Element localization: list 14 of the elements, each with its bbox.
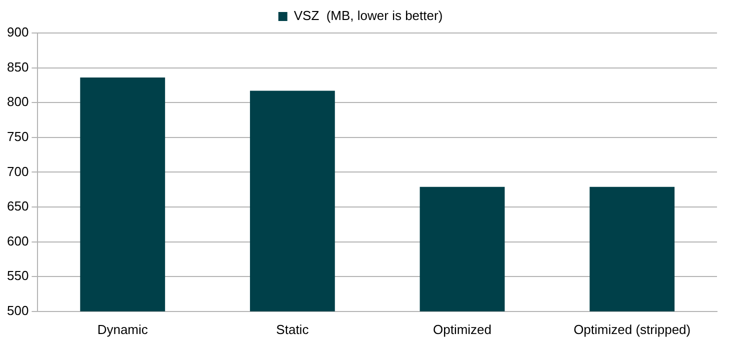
y-tick-label: 700 xyxy=(6,164,29,179)
legend-label: VSZ (MB, lower is better) xyxy=(294,8,443,24)
y-tick-label: 900 xyxy=(6,24,29,40)
y-tick-label: 650 xyxy=(6,198,29,214)
y-tick-label: 800 xyxy=(6,94,29,110)
y-tick-label: 850 xyxy=(6,59,29,74)
x-tick-label: Static xyxy=(276,322,310,337)
y-tick-label: 600 xyxy=(6,233,29,248)
y-tick-label: 500 xyxy=(6,302,29,318)
y-tick-label: 750 xyxy=(6,128,29,144)
x-tick-label: Dynamic xyxy=(97,322,148,337)
y-tick-label: 550 xyxy=(6,268,29,284)
x-tick-label: Optimized xyxy=(432,322,492,337)
x-tick-label: Optimized (stripped) xyxy=(574,322,691,337)
